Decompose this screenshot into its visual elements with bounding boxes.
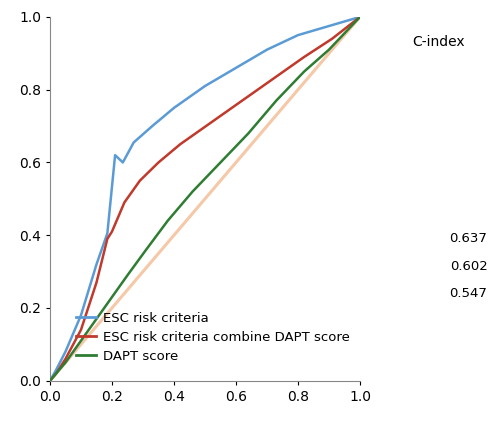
Legend: ESC risk criteria, ESC risk criteria combine DAPT score, DAPT score: ESC risk criteria, ESC risk criteria com… [72,308,354,367]
Text: 0.547: 0.547 [450,288,488,300]
Text: 0.602: 0.602 [450,260,488,273]
Text: 0.637: 0.637 [450,233,488,245]
Text: C-index: C-index [412,35,465,49]
